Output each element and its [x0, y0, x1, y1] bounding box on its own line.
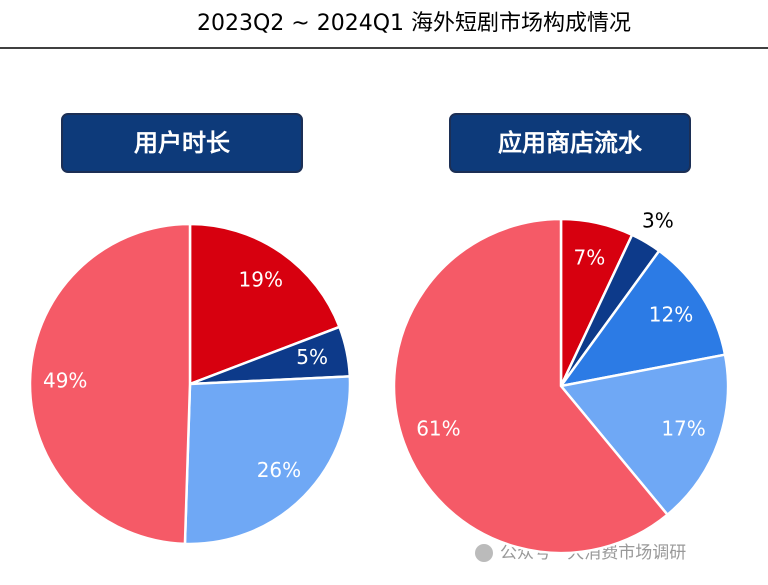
pie-title-box — [61, 113, 303, 173]
pie-slice — [392, 217, 670, 555]
pie-slice — [558, 353, 730, 517]
slice-label: 12% — [649, 303, 693, 327]
pie-slice — [28, 222, 192, 546]
watermark-icon — [475, 544, 493, 562]
pie-slice — [188, 222, 342, 386]
slice-label: 61% — [416, 417, 460, 441]
slice-label: 26% — [257, 458, 301, 482]
slice-label: 3% — [642, 209, 674, 233]
pie-title-box — [449, 113, 691, 173]
pie-slice — [183, 375, 352, 546]
page-title: 2023Q2 ~ 2024Q1 海外短剧市场构成情况 — [197, 11, 631, 36]
pie-slice — [558, 249, 727, 388]
slice-label: 19% — [239, 268, 283, 292]
slice-label: 49% — [43, 369, 87, 393]
pie-title: 用户时长 — [134, 129, 231, 157]
slice-label: 17% — [661, 417, 705, 441]
slice-label: 7% — [574, 245, 606, 269]
slice-label: 5% — [296, 345, 328, 369]
pie-title: 应用商店流水 — [498, 129, 643, 157]
